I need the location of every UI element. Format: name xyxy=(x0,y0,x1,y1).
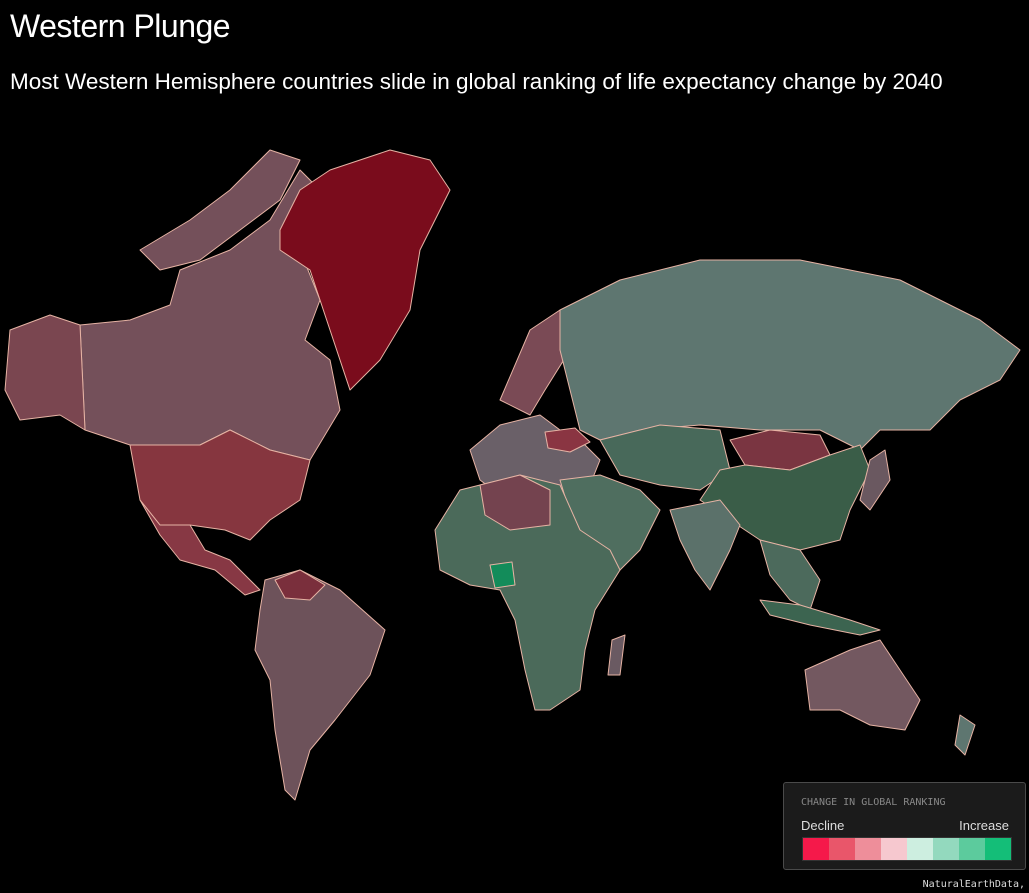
mexico xyxy=(139,499,261,596)
title: Western Plunge xyxy=(10,8,231,44)
india xyxy=(669,499,741,591)
legend-title: CHANGE IN GLOBAL RANKING xyxy=(801,797,946,808)
legend-swatch xyxy=(907,838,933,860)
indonesia xyxy=(759,599,881,636)
arctic-islands xyxy=(139,149,301,271)
legend-high-label: Increase xyxy=(959,818,1009,833)
legend-low-label: Decline xyxy=(801,818,845,833)
madagascar xyxy=(607,634,626,676)
russia xyxy=(559,259,1021,451)
africa xyxy=(434,474,621,711)
alaska xyxy=(4,314,86,431)
world-map xyxy=(4,149,1021,801)
legend-swatch xyxy=(829,838,855,860)
north-africa xyxy=(479,474,551,531)
legend-swatch xyxy=(985,838,1011,860)
legend-swatch xyxy=(881,838,907,860)
se-asia xyxy=(759,539,821,611)
legend-swatch xyxy=(855,838,881,860)
central-asia xyxy=(599,424,731,491)
legend-swatch xyxy=(959,838,985,860)
greenland xyxy=(279,149,451,391)
legend: CHANGE IN GLOBAL RANKING Decline Increas… xyxy=(783,782,1026,870)
new-zealand xyxy=(954,714,976,756)
south-america xyxy=(254,569,386,801)
legend-scale xyxy=(802,837,1012,861)
credit: NaturalEarthData, xyxy=(922,879,1025,890)
legend-swatch xyxy=(933,838,959,860)
nigeria xyxy=(489,561,516,589)
japan xyxy=(859,449,891,511)
australia xyxy=(804,639,921,731)
venezuela xyxy=(274,569,326,601)
legend-swatch xyxy=(803,838,829,860)
subtitle: Most Western Hemisphere countries slide … xyxy=(10,69,943,94)
ukraine xyxy=(544,427,591,453)
